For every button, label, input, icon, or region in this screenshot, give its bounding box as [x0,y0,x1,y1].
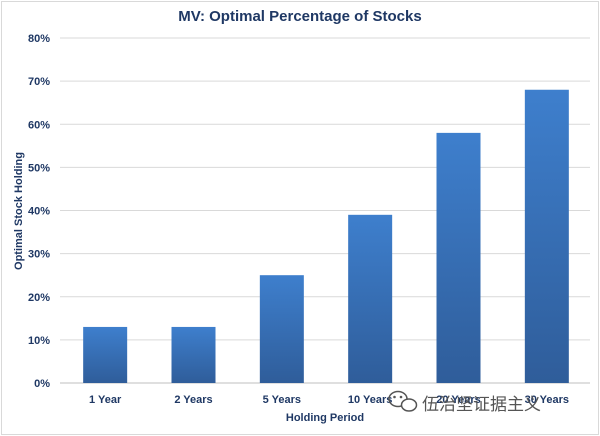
x-tick-label: 5 Years [263,394,301,406]
bar-2-years [171,326,216,383]
bar-5-years [259,275,304,383]
y-tick-label: 70% [28,76,50,88]
x-tick-label: 20 Years [436,394,480,406]
y-tick-label: 40% [28,206,50,218]
x-tick-label: 30 Years [525,394,569,406]
chart-title: MV: Optimal Percentage of Stocks [178,8,421,25]
y-axis-label: Optimal Stock Holding [13,152,25,270]
x-tick-label: 1 Year [89,394,122,406]
bar-20-years [436,132,481,383]
bar-30-years [524,89,569,383]
watermark-text: 伍治坚证据主义 [422,395,541,415]
x-tick-label: 10 Years [348,394,392,406]
wechat-icon [388,390,418,412]
y-axis-ticks: 0% 10% 20% 30% 40% 50% 60% 70% 80% [28,33,50,390]
y-tick-label: 80% [28,33,50,45]
bar-10-years [348,214,393,383]
x-axis-ticks: 1 Year 2 Years 5 Years 10 Years 20 Years 30 Y… [89,394,569,406]
y-tick-label: 0% [34,378,50,390]
bar-1-year [83,326,128,383]
y-tick-label: 30% [28,249,50,261]
y-tick-label: 20% [28,292,50,304]
watermark: 伍治坚证据主义 [388,390,541,415]
gridlines [60,37,590,384]
x-tick-label: 2 Years [174,394,212,406]
y-tick-label: 10% [28,335,50,347]
y-tick-label: 60% [28,119,50,131]
y-tick-label: 50% [28,162,50,174]
bars [83,89,569,383]
x-axis-label: Holding Period [286,412,364,424]
